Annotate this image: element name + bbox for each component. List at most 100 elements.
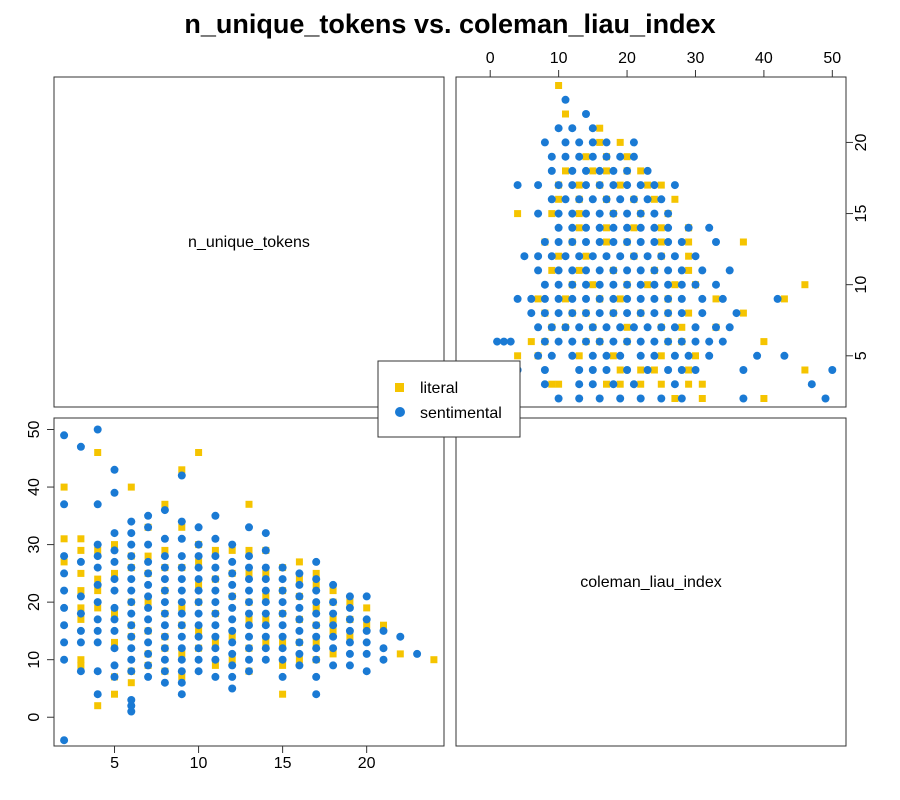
point-sentimental — [595, 294, 604, 303]
point-sentimental — [110, 529, 119, 538]
point-sentimental — [160, 552, 169, 561]
point-sentimental — [780, 351, 789, 360]
point-sentimental — [127, 655, 136, 664]
point-sentimental — [261, 586, 270, 595]
bottom-axis-tick-label: 5 — [110, 755, 119, 772]
point-literal — [575, 210, 583, 218]
point-sentimental — [295, 580, 304, 589]
point-sentimental — [144, 569, 153, 578]
point-sentimental — [177, 609, 186, 618]
point-literal — [671, 395, 679, 402]
point-sentimental — [177, 644, 186, 653]
point-sentimental — [312, 586, 321, 595]
point-sentimental — [561, 323, 570, 332]
point-literal — [312, 638, 320, 646]
point-sentimental — [295, 661, 304, 670]
point-literal — [739, 309, 747, 317]
point-sentimental — [245, 644, 253, 653]
point-sentimental — [345, 649, 354, 658]
point-sentimental — [588, 351, 597, 360]
point-sentimental — [499, 337, 508, 346]
point-literal — [279, 638, 287, 646]
point-sentimental — [582, 110, 590, 118]
point-sentimental — [725, 323, 734, 332]
point-literal — [77, 535, 85, 543]
point-sentimental — [278, 598, 287, 607]
point-sentimental — [705, 223, 714, 232]
point-sentimental — [396, 632, 405, 641]
point-sentimental — [636, 337, 645, 346]
point-literal — [760, 338, 768, 346]
point-sentimental — [60, 603, 69, 612]
point-sentimental — [664, 209, 673, 218]
point-sentimental — [194, 644, 203, 653]
point-sentimental — [616, 394, 625, 403]
point-sentimental — [93, 540, 102, 549]
point-sentimental — [554, 124, 563, 133]
point-sentimental — [144, 557, 153, 566]
point-literal — [650, 366, 658, 374]
axis-ticks: 0 10 20 30 40 50 5 10 15 20 0 10 20 30 40 50 5 10 15 20 — [26, 50, 870, 772]
point-literal — [637, 167, 645, 175]
point-sentimental — [194, 609, 203, 618]
point-sentimental — [160, 609, 169, 618]
point-literal — [616, 380, 624, 388]
point-literal — [685, 252, 693, 260]
point-sentimental — [554, 223, 563, 232]
point-sentimental — [650, 181, 659, 190]
point-sentimental — [60, 569, 69, 578]
point-sentimental — [568, 280, 577, 289]
point-literal — [195, 558, 203, 566]
bottom-axis-tick-label: 15 — [274, 755, 292, 772]
point-literal — [161, 546, 169, 554]
point-sentimental — [568, 223, 577, 232]
point-sentimental — [228, 649, 237, 658]
point-sentimental — [278, 621, 287, 630]
point-sentimental — [93, 626, 102, 635]
point-sentimental — [575, 394, 584, 403]
point-literal — [94, 546, 102, 554]
point-sentimental — [93, 690, 102, 699]
point-sentimental — [177, 621, 186, 630]
point-sentimental — [144, 603, 153, 612]
point-sentimental — [312, 632, 321, 641]
point-sentimental — [650, 294, 659, 303]
point-sentimental — [568, 124, 577, 133]
point-sentimental — [110, 546, 119, 555]
legend-box — [377, 360, 521, 438]
point-sentimental — [588, 152, 597, 161]
point-sentimental — [664, 366, 673, 374]
point-sentimental — [493, 337, 502, 346]
point-sentimental — [705, 337, 714, 346]
point-literal — [228, 656, 236, 664]
point-sentimental — [547, 252, 556, 261]
point-literal — [94, 604, 102, 612]
point-sentimental — [582, 209, 590, 218]
point-sentimental — [636, 394, 645, 403]
top-axis-tick-label: 10 — [550, 50, 568, 67]
point-sentimental — [278, 586, 287, 595]
point-literal — [228, 633, 236, 641]
point-sentimental — [828, 366, 837, 374]
point-sentimental — [636, 238, 645, 246]
point-sentimental — [345, 615, 354, 624]
point-sentimental — [295, 603, 304, 612]
point-sentimental — [127, 540, 136, 549]
point-sentimental — [616, 323, 625, 332]
point-sentimental — [609, 266, 618, 275]
point-sentimental — [60, 638, 69, 647]
point-sentimental — [691, 337, 700, 346]
point-literal — [211, 546, 219, 554]
point-sentimental — [670, 323, 679, 332]
point-sentimental — [245, 632, 253, 641]
point-sentimental — [705, 351, 714, 360]
point-sentimental — [127, 667, 136, 676]
point-sentimental — [312, 655, 321, 664]
point-sentimental — [691, 252, 700, 261]
point-literal — [77, 661, 85, 669]
point-sentimental — [110, 644, 119, 653]
point-literal — [657, 380, 665, 388]
point-sentimental — [554, 181, 563, 190]
point-literal — [603, 224, 610, 232]
point-sentimental — [588, 380, 597, 389]
